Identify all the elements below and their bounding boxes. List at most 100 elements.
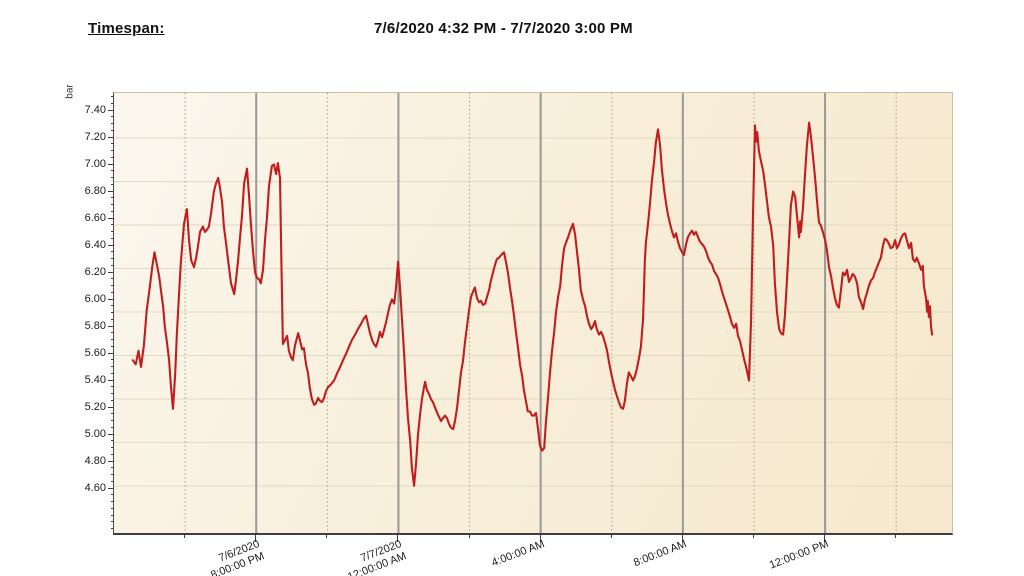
x-major-tick [397,534,399,542]
y-minor-tick [110,170,113,172]
y-minor-tick [110,102,113,104]
x-tick-label-line: 8:00:00 AM [631,538,689,570]
y-tick-label: 6.80 [84,184,106,197]
y-minor-tick [110,440,113,442]
y-minor-tick [110,143,113,145]
y-major-tick [108,217,113,219]
y-major-tick [108,325,113,327]
y-minor-tick [110,447,113,448]
x-tick-label: 12:00:00 PM [667,538,831,576]
y-minor-tick [110,420,113,421]
y-major-tick [108,352,113,354]
x-tick-label-line: 12:00:00 PM [767,538,831,572]
y-minor-tick [110,183,113,185]
y-minor-tick [110,210,113,212]
y-minor-tick [110,258,113,259]
y-minor-tick [110,251,113,253]
y-minor-tick [110,285,113,286]
y-tick-label: 4.60 [84,481,106,494]
y-minor-tick [110,467,113,469]
y-minor-tick [110,237,113,239]
x-major-tick [824,534,826,542]
y-major-tick [108,379,113,381]
y-tick-label: 6.40 [84,238,106,251]
y-minor-tick [110,372,113,374]
x-tick-label: 8:00:00 AM [525,538,688,576]
y-minor-tick [110,291,113,293]
x-major-tick [255,534,257,542]
y-minor-tick [110,116,113,118]
timespan-label: Timespan: [88,20,165,37]
y-major-tick [108,460,113,462]
y-minor-tick [110,413,113,415]
y-major-tick [108,271,113,273]
x-tick-label: 7/6/2020 8:00:00 PM [98,538,266,576]
timespan-value: 7/6/2020 4:32 PM - 7/7/2020 3:00 PM [374,20,633,37]
y-tick-label: 6.00 [84,292,106,305]
y-minor-tick [110,386,113,388]
x-minor-tick [326,534,328,538]
y-minor-tick [110,339,113,340]
y-tick-label: 5.80 [84,319,106,332]
y-major-tick [108,109,113,111]
y-major-tick [108,163,113,165]
x-minor-tick [895,534,897,538]
y-tick-label: 5.60 [84,346,106,359]
y-minor-tick [110,507,113,509]
y-minor-tick [110,521,113,523]
pressure-series-line [131,121,934,487]
x-tick-label: 4:00:00 AM [383,538,546,576]
y-major-tick [108,406,113,408]
y-minor-tick [110,177,113,178]
y-minor-tick [110,96,113,97]
y-minor-tick [110,150,113,151]
y-minor-tick [110,123,113,124]
y-major-tick [108,190,113,192]
y-minor-tick [110,359,113,361]
y-minor-tick [110,129,113,131]
y-tick-label: 5.40 [84,373,106,386]
y-minor-tick [110,399,113,401]
y-minor-tick [110,345,113,347]
y-minor-tick [110,514,113,516]
y-minor-tick [110,332,113,334]
y-tick-label: 4.80 [84,454,106,467]
y-minor-tick [110,453,113,455]
y-minor-tick [110,480,113,482]
y-axis-unit-label: bar [64,84,76,99]
y-minor-tick [110,501,113,502]
x-minor-tick [753,534,754,538]
y-minor-tick [110,494,113,496]
pressure-time-chart [114,93,952,533]
y-minor-tick [110,318,113,320]
x-minor-tick [610,534,612,538]
y-tick-label: 7.20 [84,130,106,143]
y-minor-tick [110,474,113,475]
y-minor-tick [110,278,113,280]
y-minor-tick [110,426,113,428]
x-tick-label: 7/7/2020 12:00:00 AM [241,538,409,576]
y-minor-tick [110,393,113,394]
x-major-tick [681,534,683,542]
chart-plot-area [113,92,953,535]
y-minor-tick [110,197,113,199]
y-tick-label: 5.00 [84,427,106,440]
x-minor-tick [468,534,470,538]
y-minor-tick [110,305,113,307]
y-major-tick [108,298,113,300]
y-tick-label: 6.20 [84,265,106,278]
y-tick-label: 7.40 [84,103,106,116]
y-minor-tick [110,156,113,158]
y-minor-tick [110,264,113,266]
y-minor-tick [110,224,113,226]
y-major-tick [108,244,113,246]
x-major-tick [539,534,541,542]
y-minor-tick [110,366,113,367]
y-minor-tick [110,528,113,529]
y-tick-label: 5.20 [84,400,106,413]
y-tick-label: 7.00 [84,157,106,170]
x-tick-label-line: 4:00:00 AM [489,538,546,570]
x-minor-tick [184,534,186,538]
y-major-tick [108,136,113,138]
